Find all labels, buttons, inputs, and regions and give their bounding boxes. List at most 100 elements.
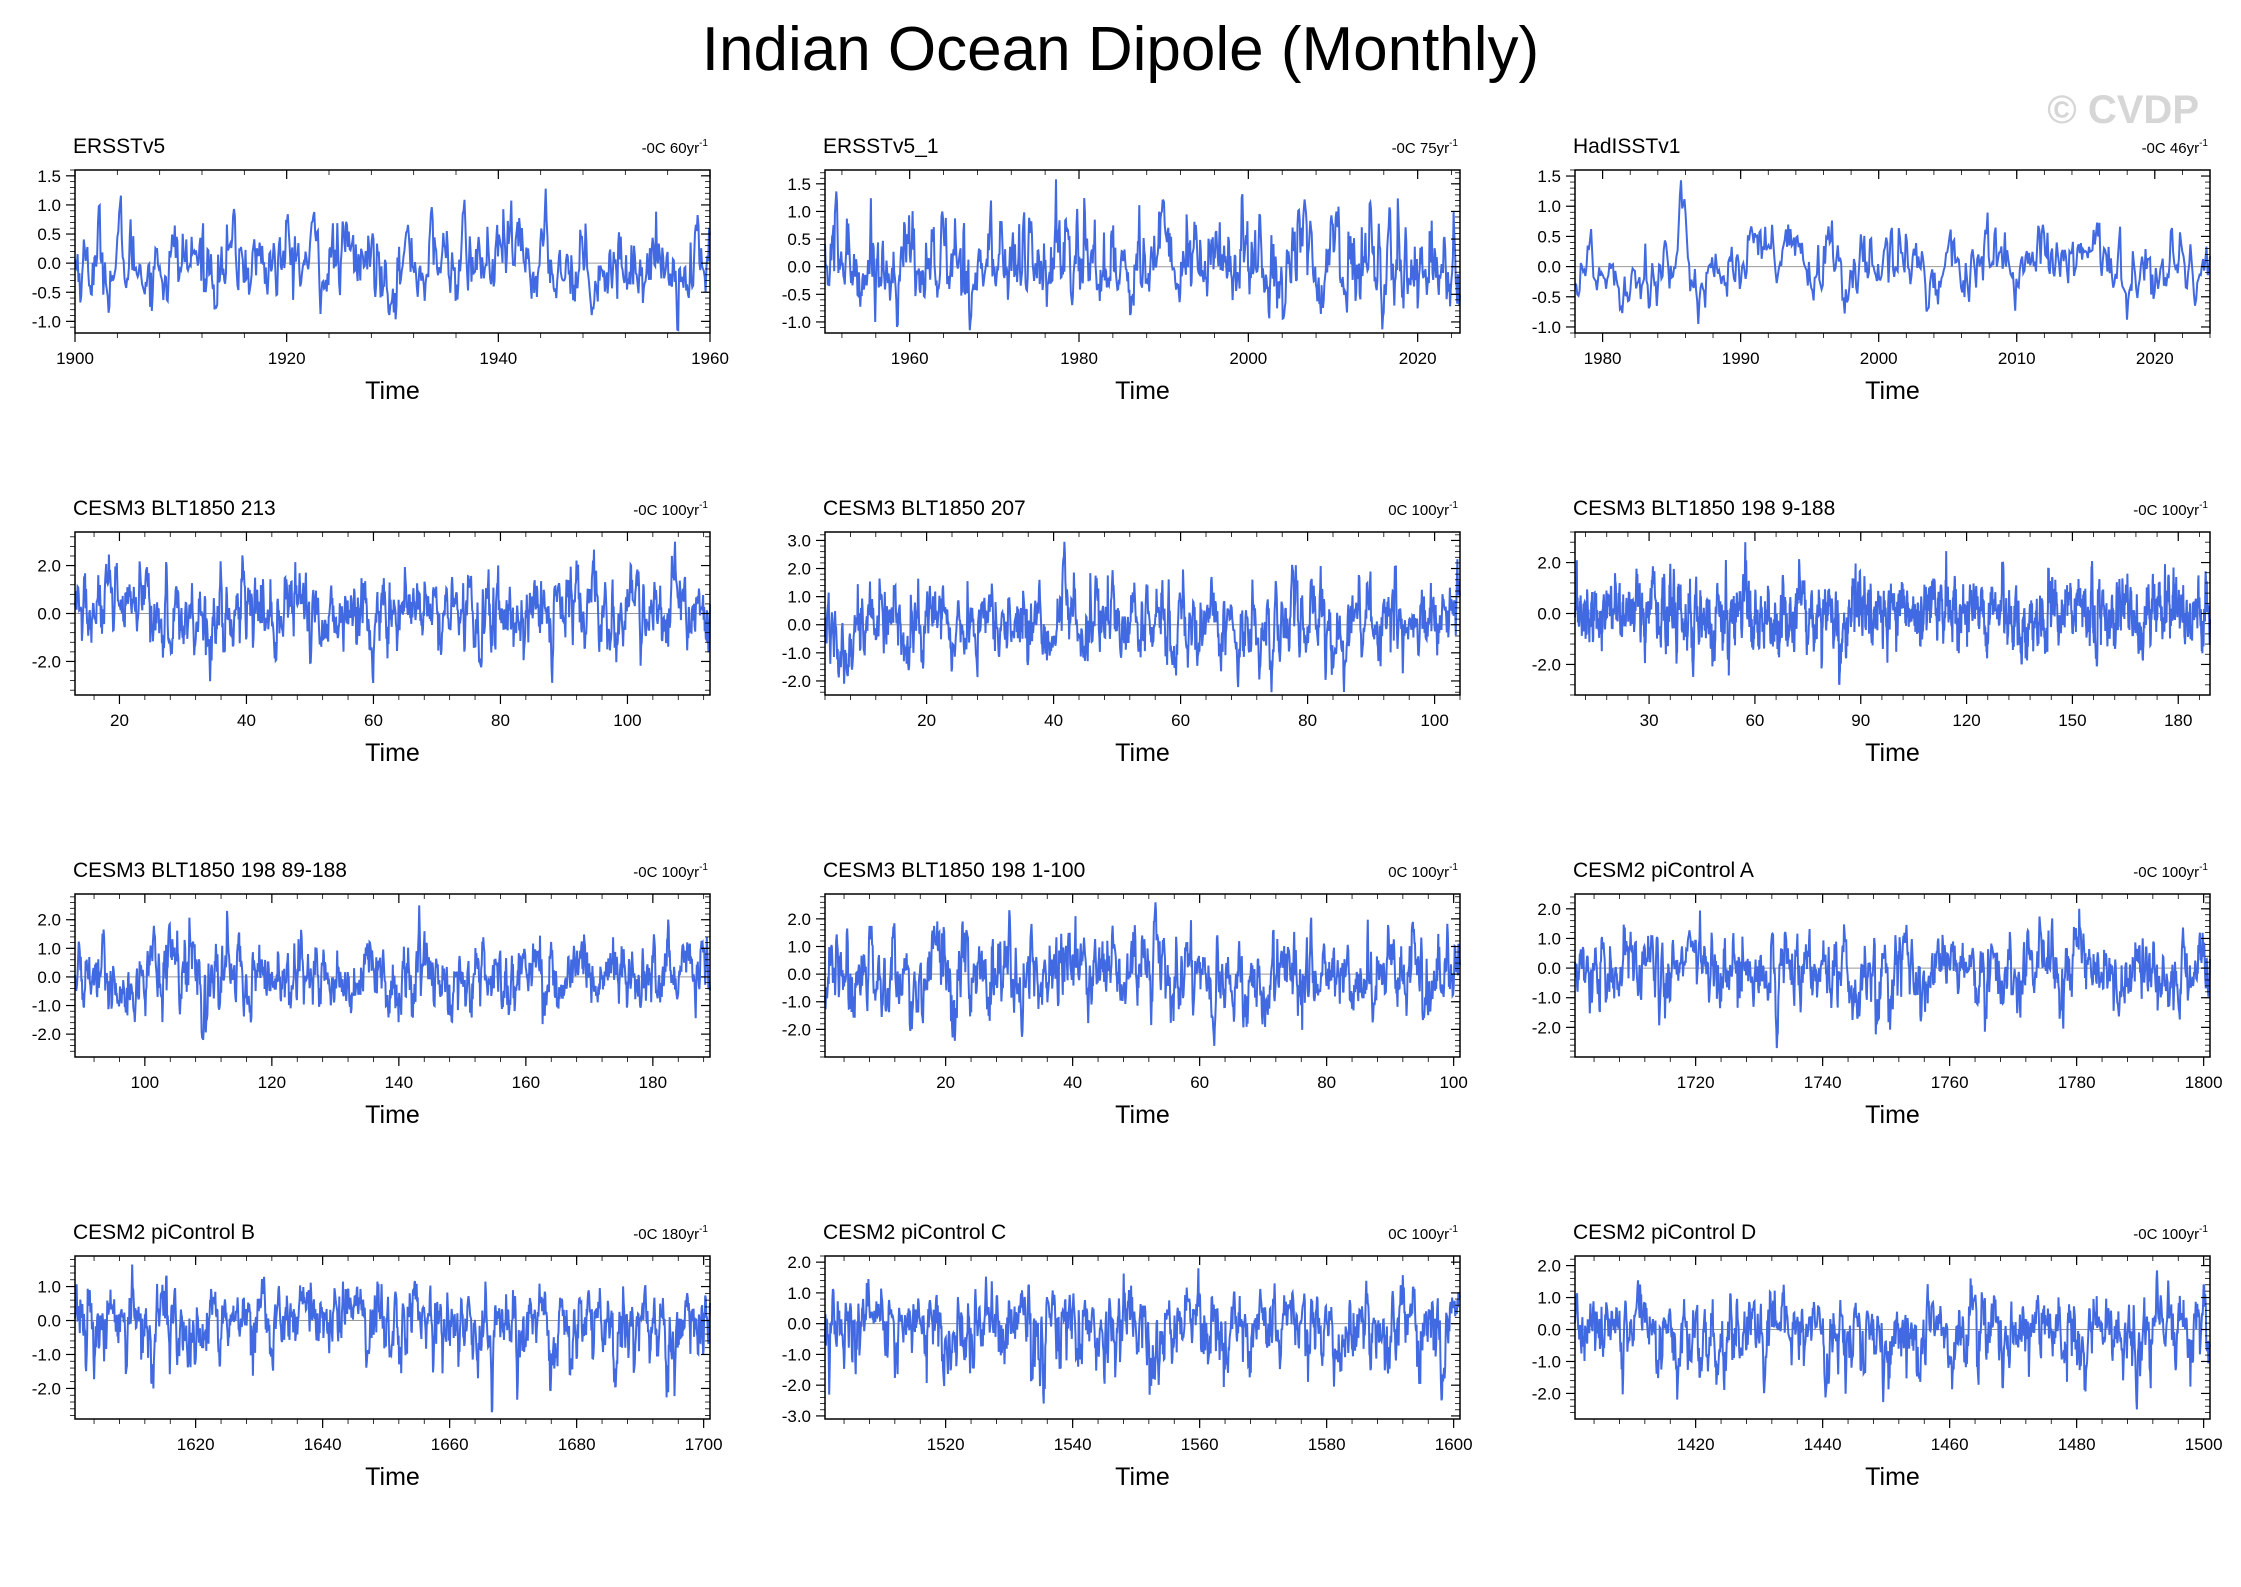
- series-line: [74, 1264, 711, 1413]
- x-axis-label: Time: [1865, 377, 1920, 405]
- x-tick-label: 1680: [558, 1435, 596, 1454]
- x-tick-label: 40: [237, 711, 256, 730]
- x-axis-label: Time: [365, 1101, 420, 1129]
- x-axis-label: Time: [1865, 1463, 1920, 1491]
- x-tick-label: 20: [917, 711, 936, 730]
- panel-title: HadISSTv1: [1573, 135, 1680, 158]
- x-tick-label: 180: [639, 1073, 667, 1092]
- x-tick-label: 1900: [56, 349, 94, 368]
- plot-frame: [824, 893, 1461, 1058]
- y-tick-label: -2.0: [32, 652, 61, 671]
- y-tick-label: 0.0: [787, 965, 811, 984]
- y-tick-label: -2.0: [782, 1020, 811, 1039]
- x-tick-label: 1700: [685, 1435, 723, 1454]
- series-line: [1574, 180, 2211, 324]
- y-tick-label: 2.0: [37, 557, 61, 576]
- x-axis-label: Time: [1115, 377, 1170, 405]
- x-tick-label: 1960: [891, 349, 929, 368]
- y-tick-label: 1.0: [37, 1278, 61, 1297]
- x-tick-label: 1420: [1677, 1435, 1715, 1454]
- y-tick-label: 0.5: [37, 225, 61, 244]
- series-line: [1574, 542, 2211, 686]
- x-tick-label: 20: [936, 1073, 955, 1092]
- x-tick-label: 1980: [1584, 349, 1622, 368]
- y-tick-label: 1.0: [787, 202, 811, 221]
- y-tick-label: -1.0: [32, 312, 61, 331]
- y-tick-label: 1.5: [787, 175, 811, 194]
- x-tick-label: 60: [364, 711, 383, 730]
- panel-annotation: 0C 100yr-1: [1388, 500, 1458, 519]
- y-tick-label: 1.0: [37, 939, 61, 958]
- panel-title: CESM2 piControl A: [1573, 859, 1754, 882]
- x-tick-label: 1520: [927, 1435, 965, 1454]
- x-tick-label: 40: [1063, 1073, 1082, 1092]
- panel-4: CESM3 BLT1850 213 -0C 100yr-1 2.0 0.0 -2.0 20…: [32, 497, 711, 767]
- y-tick-label: 0.0: [37, 1312, 61, 1331]
- x-tick-label: 1920: [268, 349, 306, 368]
- panel-10: CESM2 piControl B -0C 180yr-1 1.0 0.0 -1.0 -2…: [32, 1221, 723, 1491]
- panel-6: CESM3 BLT1850 198 9-188 -0C 100yr-1 2.0 0.0…: [1532, 497, 2211, 767]
- x-tick-label: 1660: [431, 1435, 469, 1454]
- x-tick-label: 20: [110, 711, 129, 730]
- series-line: [824, 902, 1461, 1046]
- x-tick-label: 1990: [1722, 349, 1760, 368]
- x-tick-label: 1940: [479, 349, 517, 368]
- x-tick-label: 80: [491, 711, 510, 730]
- x-tick-label: 80: [1298, 711, 1317, 730]
- panel-annotation: -0C 100yr-1: [2133, 862, 2208, 881]
- y-tick-label: 1.5: [37, 167, 61, 186]
- x-tick-label: 100: [613, 711, 641, 730]
- y-tick-label: 0.5: [1537, 227, 1561, 246]
- plot-frame: [74, 1255, 711, 1420]
- x-tick-label: 30: [1640, 711, 1659, 730]
- y-tick-label: -2.0: [32, 1025, 61, 1044]
- y-tick-label: -1.0: [32, 1345, 61, 1364]
- y-tick-label: -0.5: [32, 283, 61, 302]
- x-tick-label: 60: [1745, 711, 1764, 730]
- y-tick-label: -2.0: [32, 1379, 61, 1398]
- y-tick-label: -1.0: [782, 313, 811, 332]
- series-line: [74, 188, 711, 332]
- page-title: Indian Ocean Dipole (Monthly): [701, 15, 1540, 84]
- y-tick-label: 3.0: [787, 531, 811, 550]
- panel-annotation: -0C 100yr-1: [2133, 1224, 2208, 1243]
- x-tick-label: 2020: [2136, 349, 2174, 368]
- x-tick-label: 1580: [1308, 1435, 1346, 1454]
- y-tick-label: 0.0: [37, 968, 61, 987]
- x-axis-label: Time: [1865, 1101, 1920, 1129]
- x-tick-label: 1560: [1181, 1435, 1219, 1454]
- y-tick-label: 0.0: [1537, 959, 1561, 978]
- x-tick-label: 1720: [1677, 1073, 1715, 1092]
- y-tick-label: -2.0: [1532, 1018, 1561, 1037]
- x-tick-label: 120: [258, 1073, 286, 1092]
- panel-title: ERSSTv5_1: [823, 135, 939, 158]
- y-tick-label: 0.0: [1537, 1321, 1561, 1340]
- panel-annotation: -0C 100yr-1: [633, 862, 708, 881]
- x-tick-label: 2000: [1860, 349, 1898, 368]
- panel-9: CESM2 piControl A -0C 100yr-1 2.0 1.0 0.0 -1.…: [1532, 859, 2223, 1129]
- panel-annotation: -0C 100yr-1: [633, 500, 708, 519]
- x-tick-label: 80: [1317, 1073, 1336, 1092]
- panel-annotation: -0C 100yr-1: [2133, 500, 2208, 519]
- panel-title: CESM3 BLT1850 198 89-188: [73, 859, 347, 882]
- x-tick-label: 1600: [1435, 1435, 1473, 1454]
- y-tick-label: 1.0: [787, 588, 811, 607]
- x-tick-label: 150: [2058, 711, 2086, 730]
- x-tick-label: 1460: [1931, 1435, 1969, 1454]
- y-tick-label: -2.0: [1532, 655, 1561, 674]
- y-tick-label: 0.0: [787, 1315, 811, 1334]
- series-line: [824, 541, 1461, 693]
- y-tick-label: -1.0: [782, 993, 811, 1012]
- plot-frame: [74, 893, 711, 1058]
- y-tick-label: 2.0: [787, 1253, 811, 1272]
- panel-title: CESM2 piControl D: [1573, 1221, 1756, 1244]
- panel-12: CESM2 piControl D -0C 100yr-1 2.0 1.0 0.0 -1.…: [1532, 1221, 2223, 1491]
- x-axis-label: Time: [365, 739, 420, 767]
- plot-frame: [1574, 1255, 2211, 1420]
- y-tick-label: 2.0: [37, 911, 61, 930]
- y-tick-label: 2.0: [1537, 1257, 1561, 1276]
- y-tick-label: -0.5: [782, 285, 811, 304]
- x-tick-label: 1760: [1931, 1073, 1969, 1092]
- x-tick-label: 180: [2164, 711, 2192, 730]
- x-tick-label: 120: [1952, 711, 1980, 730]
